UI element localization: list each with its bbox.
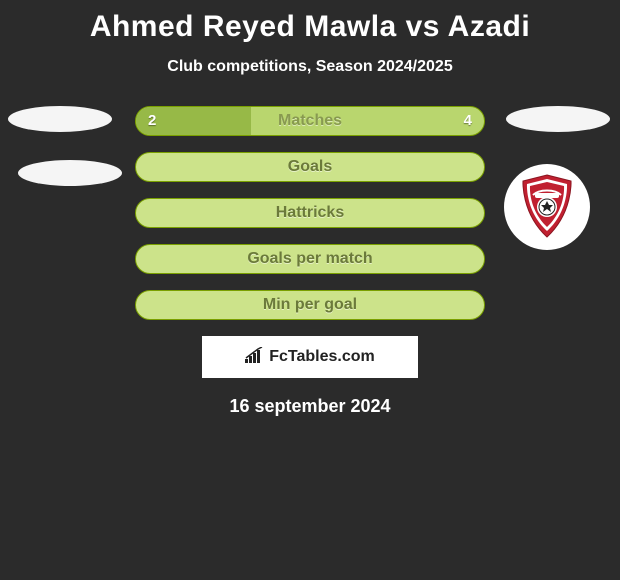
- stat-bars: 2 Matches 4 Goals Hattricks Goals per ma…: [135, 106, 485, 320]
- stat-label: Goals: [136, 153, 484, 181]
- page-subtitle: Club competitions, Season 2024/2025: [0, 58, 620, 76]
- shield-icon: [517, 173, 577, 241]
- stat-label: Min per goal: [136, 291, 484, 319]
- footer-date: 16 september 2024: [0, 396, 620, 417]
- chart-icon: [245, 347, 269, 368]
- player-left-placeholder-1: [8, 106, 112, 132]
- stat-label: Hattricks: [136, 199, 484, 227]
- stat-label: Goals per match: [136, 245, 484, 273]
- stat-bar-mpg: Min per goal: [135, 290, 485, 320]
- footer-brand-box: FcTables.com: [202, 336, 418, 378]
- stat-bar-goals: Goals: [135, 152, 485, 182]
- player-right-placeholder-1: [506, 106, 610, 132]
- page-title: Ahmed Reyed Mawla vs Azadi: [0, 0, 620, 44]
- player-left-placeholder-2: [18, 160, 122, 186]
- stat-label: Matches: [136, 107, 484, 135]
- stat-bar-hattricks: Hattricks: [135, 198, 485, 228]
- stat-right-value: 4: [464, 107, 472, 135]
- stat-bar-gpm: Goals per match: [135, 244, 485, 274]
- footer-brand-text: FcTables.com: [269, 348, 375, 366]
- club-badge: [504, 164, 590, 250]
- stats-area: 2 Matches 4 Goals Hattricks Goals per ma…: [0, 106, 620, 320]
- stat-bar-matches: 2 Matches 4: [135, 106, 485, 136]
